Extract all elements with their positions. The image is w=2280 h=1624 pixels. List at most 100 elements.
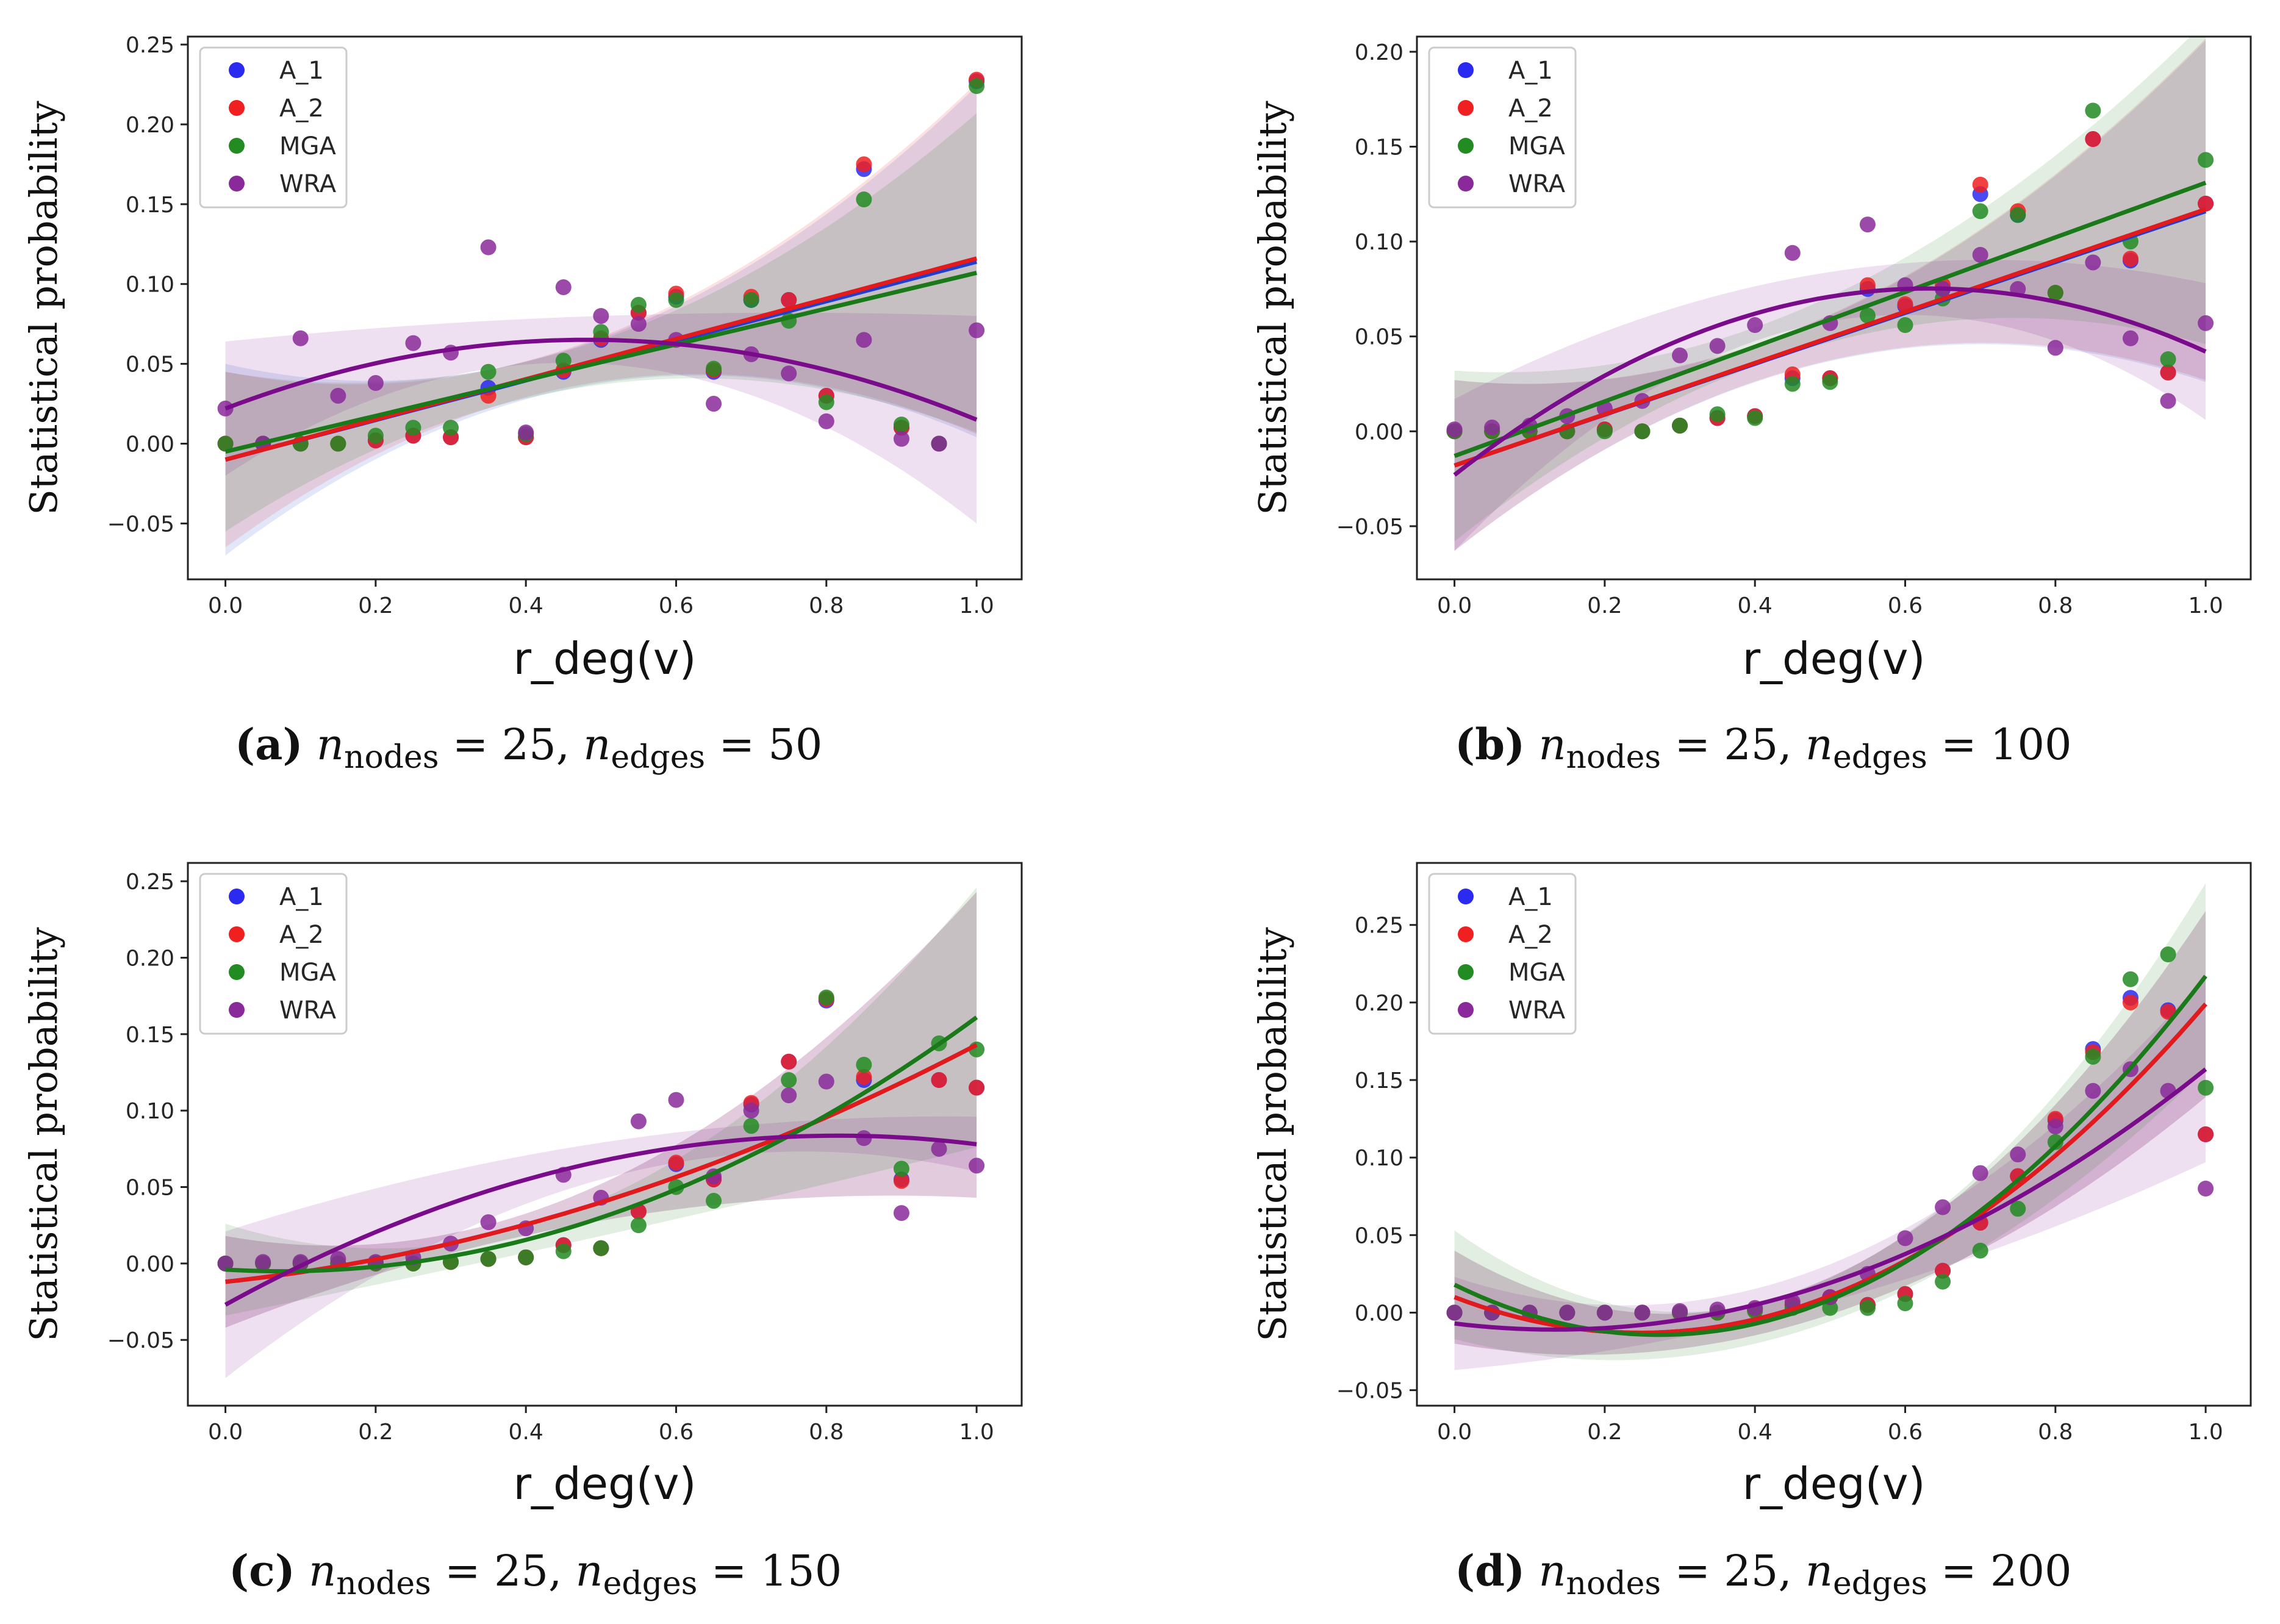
y-axis-label: Statistical probability xyxy=(21,927,66,1341)
data-point-wra xyxy=(518,424,534,441)
legend-label-a1: A_1 xyxy=(1508,57,1553,85)
legend: A_1 A_2 MGA WRA xyxy=(1428,46,1577,209)
data-point-wra xyxy=(1484,420,1500,436)
panel-caption: (d) nnodes = 25, nedges = 200 xyxy=(1455,1545,2072,1602)
caption-n: n xyxy=(1538,1546,1566,1596)
data-point-mga xyxy=(1935,1273,1951,1290)
data-point-mga xyxy=(818,989,834,1006)
plot-area xyxy=(217,887,985,1378)
data-point-wra xyxy=(480,239,497,256)
data-point-a2 xyxy=(1897,296,1913,312)
legend-marker-wra xyxy=(229,176,245,191)
x-tick-label: 0.6 xyxy=(659,593,694,618)
data-point-wra xyxy=(330,387,346,404)
x-tick-label: 0.8 xyxy=(2038,1420,2073,1445)
data-point-mga xyxy=(1897,317,1913,334)
x-tick-label: 0.4 xyxy=(1738,593,1773,618)
data-point-wra xyxy=(2047,1118,2063,1135)
y-tick-label: 0.00 xyxy=(1355,1301,1403,1326)
y-tick-label: 0.15 xyxy=(1355,1068,1403,1093)
data-point-wra xyxy=(630,1113,647,1129)
data-point-wra xyxy=(818,1073,834,1090)
caption-eq-edges: = 100 xyxy=(1941,720,2072,770)
data-point-wra xyxy=(2122,330,2138,346)
data-point-mga xyxy=(480,363,497,380)
data-point-wra xyxy=(893,431,909,447)
legend-marker-a2 xyxy=(229,100,245,116)
legend-box xyxy=(199,46,348,209)
legend-box xyxy=(1428,46,1577,209)
data-point-mga xyxy=(367,427,384,444)
legend-marker-a2 xyxy=(229,926,245,942)
data-point-mga xyxy=(893,417,909,433)
data-point-wra xyxy=(1897,1230,1913,1247)
data-point-wra xyxy=(1446,421,1463,438)
y-tick-label: 0.15 xyxy=(126,193,174,218)
fit-line-a2 xyxy=(224,256,977,462)
data-point-wra xyxy=(969,1157,985,1174)
y-axis-label: Statistical probability xyxy=(1250,101,1295,515)
chart-panel-c: 0.0 0.2 0.4 0.6 0.8 1.0 −0.05 0.00 0.05 0.10 0.15 0… xyxy=(21,862,1023,1602)
caption-n: n xyxy=(317,720,344,770)
data-point-mga xyxy=(2010,1201,2026,1217)
data-point-mga xyxy=(706,360,722,377)
legend: A_1 A_2 MGA WRA xyxy=(199,46,348,209)
data-point-mga xyxy=(743,1118,759,1134)
y-tick-label: 0.00 xyxy=(126,432,174,457)
confidence-band-wra xyxy=(1454,260,2206,551)
y-tick-label: 0.25 xyxy=(126,33,174,58)
legend-label-a2: A_2 xyxy=(1508,95,1553,123)
caption-letter: (b) xyxy=(1455,719,1525,770)
legend-marker-mga xyxy=(1458,138,1474,154)
y-tick-label: −0.05 xyxy=(107,1328,174,1353)
y-tick-label: 0.25 xyxy=(126,870,174,895)
data-point-wra xyxy=(781,1087,797,1104)
data-point-mga xyxy=(555,1243,572,1259)
caption-letter: (a) xyxy=(235,719,303,770)
data-point-wra xyxy=(2160,393,2176,409)
x-tick-label: 0.2 xyxy=(1587,1420,1622,1445)
y-tick-label: 0.15 xyxy=(126,1023,174,1048)
data-point-wra xyxy=(1596,1304,1613,1321)
data-point-a2 xyxy=(781,292,797,308)
legend-label-a1: A_1 xyxy=(1508,883,1553,911)
y-tick-label: 0.05 xyxy=(1355,1223,1403,1248)
data-point-wra xyxy=(480,1214,497,1231)
caption-sub-nodes: nodes xyxy=(1566,739,1662,776)
y-tick-label: 0.10 xyxy=(126,273,174,298)
data-point-wra xyxy=(255,1254,271,1270)
data-point-a2 xyxy=(2160,364,2176,381)
confidence-band-a1 xyxy=(1454,40,2206,551)
data-point-wra xyxy=(1972,246,1988,263)
data-point-wra xyxy=(593,308,609,324)
data-point-a2 xyxy=(1859,277,1876,293)
legend-box xyxy=(199,873,348,1035)
confidence-band-a2 xyxy=(225,892,977,1328)
data-point-mga xyxy=(1859,1300,1876,1316)
legend-marker-a1 xyxy=(1458,889,1474,904)
legend-label-wra: WRA xyxy=(279,170,337,198)
caption-n: n xyxy=(1538,720,1566,770)
x-axis-label: r_deg(v) xyxy=(513,1458,696,1509)
chart-panel-a: 0.0 0.2 0.4 0.6 0.8 1.0 −0.05 0.00 0.05 0.10 0.15 0… xyxy=(21,33,1023,776)
legend-label-a1: A_1 xyxy=(279,57,324,85)
chart-panel-b: 0.0 0.2 0.4 0.6 0.8 1.0 −0.05 0.00 0.05 0.10 0.15 0… xyxy=(1250,35,2252,776)
fit-line-wra xyxy=(1453,286,2207,477)
data-point-mga xyxy=(2198,152,2214,168)
x-tick-label: 1.0 xyxy=(2188,593,2223,618)
fit-line-mga xyxy=(1454,181,2207,458)
data-point-wra xyxy=(893,1205,909,1222)
legend-label-mga: MGA xyxy=(279,959,337,987)
panel-caption: (c) nnodes = 25, nedges = 150 xyxy=(229,1545,842,1602)
legend-label-a1: A_1 xyxy=(279,883,324,911)
data-point-wra xyxy=(1859,216,1876,233)
data-point-mga xyxy=(2085,102,2101,119)
caption-letter: (c) xyxy=(229,1545,295,1596)
caption-n: n xyxy=(576,1546,603,1596)
data-point-a2 xyxy=(2198,195,2214,212)
y-axis-label: Statistical probability xyxy=(21,101,66,515)
y-tick-label: 0.20 xyxy=(126,946,174,971)
x-tick-label: 0.2 xyxy=(358,593,393,618)
data-point-mga xyxy=(330,435,346,452)
legend-label-mga: MGA xyxy=(1508,959,1566,987)
